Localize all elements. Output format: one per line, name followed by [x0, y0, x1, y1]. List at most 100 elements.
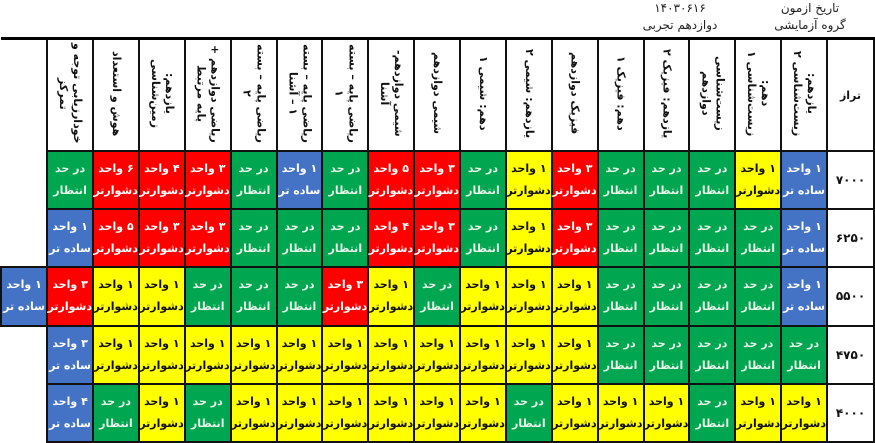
status-cell: در حد انتظار	[734, 266, 783, 327]
status-cell: ۱ واحد دشوارتر	[367, 382, 416, 443]
column-header-label: زیست‌شناسی دوازدهم	[699, 56, 727, 131]
status-cell: ۱ واحد دشوارتر	[504, 208, 553, 269]
cell-line-2: ساده تر	[783, 242, 825, 256]
cell-line-1: در حد	[743, 278, 774, 292]
status-cell: ۵ واحد دشوارتر	[367, 149, 416, 211]
column-header: ریاضی پایه – بسته ۲	[229, 37, 278, 152]
status-cell: ۳ واحد دشوارتر	[413, 149, 461, 211]
status-cell: ۱ واحد ساده تر	[780, 208, 828, 269]
cell-line-2: انتظار	[328, 184, 363, 198]
column-header: ریاضی پایه – بسته ۱	[321, 37, 370, 152]
cell-line-1: ۱ واحد	[281, 162, 318, 176]
cell-line-2: انتظار	[649, 300, 684, 314]
column-header-label: خودارزیابی توجه و تمرکز	[57, 43, 85, 144]
cell-line-1: در حد	[330, 162, 361, 176]
cell-line-2: دشوارتر	[93, 184, 138, 198]
header-row: تراز یازدهم: زیست‌شناسی ۲ دهم: زیست‌شناسی…	[1, 37, 875, 152]
status-cell: ۱ واحد دشوارتر	[734, 382, 783, 443]
cell-line-2: انتظار	[741, 242, 775, 256]
cell-line-1: ۳ واحد	[52, 278, 88, 292]
status-cell: ۱ واحد دشوارتر	[596, 382, 645, 443]
cell-line-1: در حد	[697, 278, 728, 292]
status-cell: ۱ واحد دشوارتر	[137, 324, 186, 385]
status-cell: ۱ واحد ساده تر	[46, 208, 94, 269]
status-cell: ۱ واحد ساده تر	[780, 149, 828, 211]
status-cell: ۱ واحد دشوارتر	[229, 382, 278, 443]
cell-line-2: انتظار	[236, 242, 271, 256]
group-label: گروه آزمایشی	[774, 18, 846, 32]
cell-line-2: دشوارتر	[506, 242, 551, 256]
cell-line-1: ۱ واحد	[281, 394, 318, 408]
cell-line-2: دشوارتر	[460, 300, 505, 314]
status-cell: ۱ واحد دشوارتر	[734, 149, 783, 211]
cell-line-1: ۱ واحد	[786, 278, 822, 292]
status-cell: در حد انتظار	[596, 149, 645, 211]
cell-line-2: ساده تر	[278, 184, 321, 198]
cell-line-1: ۱ واحد	[144, 336, 180, 350]
status-cell: در حد انتظار	[275, 208, 324, 269]
cell-line-1: در حد	[651, 278, 682, 292]
cell-line-1: ۳ واحد	[189, 162, 226, 176]
status-cell: ۴ واحد ساده تر	[46, 382, 94, 443]
column-header-label: ریاضی پایه – بسته ۲	[240, 44, 268, 143]
cell-line-1: ۱ واحد	[6, 278, 42, 292]
status-cell: در حد انتظار	[688, 208, 737, 269]
status-cell: در حد انتظار	[229, 266, 278, 327]
cell-line-1: در حد	[238, 278, 269, 292]
column-header-label: دهم: شیمی ۱	[476, 56, 490, 131]
cell-line-1: در حد	[55, 162, 86, 176]
cell-line-2: دشوارتر	[506, 184, 551, 198]
exam-date-value: ۱۴۰۳۰۶۱۶	[654, 1, 706, 15]
cell-line-1: ۱ واحد	[740, 162, 776, 176]
cell-line-2: دشوارتر	[414, 184, 459, 198]
cell-line-1: در حد	[330, 220, 361, 234]
column-header-label: یازدهم: زیست‌شناسی ۲	[791, 50, 819, 137]
status-cell: ۱ واحد دشوارتر	[321, 382, 370, 443]
cell-line-1: ۱ واحد	[373, 336, 409, 350]
cell-line-2: دشوارتر	[414, 358, 459, 372]
cell-line-2: انتظار	[787, 358, 821, 372]
status-cell: ۳ واحد دشوارتر	[550, 208, 599, 269]
status-cell: ۳ واحد دشوارتر	[550, 149, 599, 211]
cell-line-1: ۱ واحد	[189, 336, 226, 350]
cell-line-1: ۳ واحد	[556, 220, 593, 234]
status-cell: در حد انتظار	[596, 324, 645, 385]
column-header: هوش و استعداد	[92, 37, 140, 152]
cell-line-1: ۵ واحد	[373, 162, 409, 176]
status-cell: ۳ واحد دشوارتر	[413, 208, 461, 269]
cell-line-2: دشوارتر	[139, 242, 184, 256]
cell-line-2: دشوارتر	[368, 184, 414, 198]
column-header: ریاضی دوازدهم + پایه مرتبط	[183, 37, 232, 152]
cell-line-2: دشوارتر	[735, 416, 781, 430]
cell-line-2: انتظار	[741, 300, 775, 314]
cell-line-2: انتظار	[649, 184, 684, 198]
cell-line-1: ۴ واحد	[144, 162, 180, 176]
cell-line-2: دشوارتر	[93, 300, 138, 314]
level-header: تراز	[826, 37, 875, 152]
status-cell: در حد انتظار	[688, 149, 737, 211]
cell-line-1: ۵ واحد	[98, 220, 134, 234]
status-cell: ۱ واحد دشوارتر	[780, 382, 828, 443]
column-header-label: یازدهم: فیزیک ۲	[660, 48, 674, 139]
cell-line-1: ۱ واحد	[786, 220, 822, 234]
status-cell: در حد انتظار	[229, 208, 278, 269]
cell-line-2: دشوارتر	[276, 358, 322, 372]
cell-line-2: انتظار	[466, 242, 500, 256]
cell-line-2: دشوارتر	[322, 416, 368, 430]
cell-line-2: انتظار	[190, 300, 225, 314]
cell-line-2: دشوارتر	[322, 358, 368, 372]
table-row: ۴۷۵۰ در حد انتظار در حد انتظار در حد انتظار در …	[1, 324, 875, 385]
cell-line-1: در حد	[284, 278, 315, 292]
cell-line-2: دشوارتر	[231, 358, 276, 372]
status-cell: در حد انتظار	[46, 149, 94, 211]
cell-line-2: انتظار	[236, 184, 271, 198]
cell-line-2: ساده تر	[49, 242, 91, 256]
status-cell: ۱ واحد دشوارتر	[321, 324, 370, 385]
status-cell: ۴ واحد دشوارتر	[367, 208, 416, 269]
cell-line-1: ۱ واحد	[373, 394, 409, 408]
column-header: دهم: فیزیک ۱	[596, 37, 645, 152]
cell-line-1: ۳ واحد	[144, 220, 180, 234]
status-cell: در حد انتظار	[734, 324, 783, 385]
status-cell: ۱ واحد دشوارتر	[550, 382, 599, 443]
status-cell: ۳ واحد دشوارتر	[321, 266, 370, 327]
